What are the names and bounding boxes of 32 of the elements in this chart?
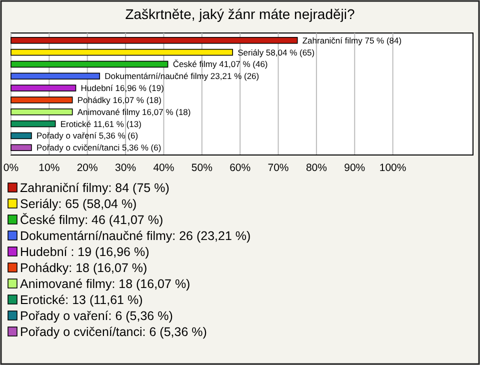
legend-label: Dokumentární/naučné filmy: 26 (23,21 %) (20, 229, 251, 243)
data-label: České filmy 41,07 % (46) (172, 59, 268, 70)
data-label: Dokumentární/naučné filmy 23,21 % (26) (104, 71, 260, 82)
chart-title: Zaškrtněte, jaký žánr máte nejraději? (125, 6, 355, 22)
data-label: Hudební 16,96 % (19) (80, 83, 164, 94)
x-tick-label: 0% (3, 162, 19, 174)
x-tick-label: 70% (268, 162, 289, 174)
data-label: Animované filmy 16,07 % (18) (77, 106, 191, 117)
legend-label: Erotické: 13 (11,61 %) (20, 293, 143, 307)
data-label: Zahraniční filmy 75 % (84) (302, 35, 402, 46)
data-label: Pořady o cvičení/tanci 5,36 % (6) (36, 142, 162, 153)
legend-label: Pořady o vaření: 6 (5,36 %) (20, 309, 173, 323)
x-tick-label: 80% (306, 162, 327, 174)
x-tick-label: 100% (379, 162, 406, 174)
legend-label: Pořady o cvičení/tanci: 6 (5,36 %) (20, 325, 207, 339)
x-tick-label: 10% (38, 162, 60, 174)
legend-label: České filmy: 46 (41,07 %) (20, 213, 164, 227)
data-label: Seriály 58,04 % (65) (238, 47, 315, 58)
legend-label: Animované filmy: 18 (16,07 %) (20, 277, 190, 291)
legend-label: Pohádky: 18 (16,07 %) (20, 261, 148, 275)
x-tick-label: 60% (230, 162, 251, 174)
legend-label: Zahraniční filmy: 84 (75 %) (20, 181, 170, 195)
x-tick-label: 30% (115, 162, 136, 174)
x-tick-label: 20% (76, 162, 98, 174)
x-tick-label: 90% (344, 162, 366, 174)
legend-label: Hudební : 19 (16,96 %) (20, 245, 150, 259)
data-label: Pohádky 16,07 % (18) (77, 94, 162, 105)
x-tick-label: 50% (191, 162, 212, 174)
data-label: Erotické 11,61 % (13) (60, 118, 142, 129)
x-tick-label: 40% (153, 162, 174, 174)
legend-label: Seriály: 65 (58,04 %) (20, 197, 137, 211)
data-label: Pořady o vaření 5,36 % (6) (36, 130, 138, 141)
